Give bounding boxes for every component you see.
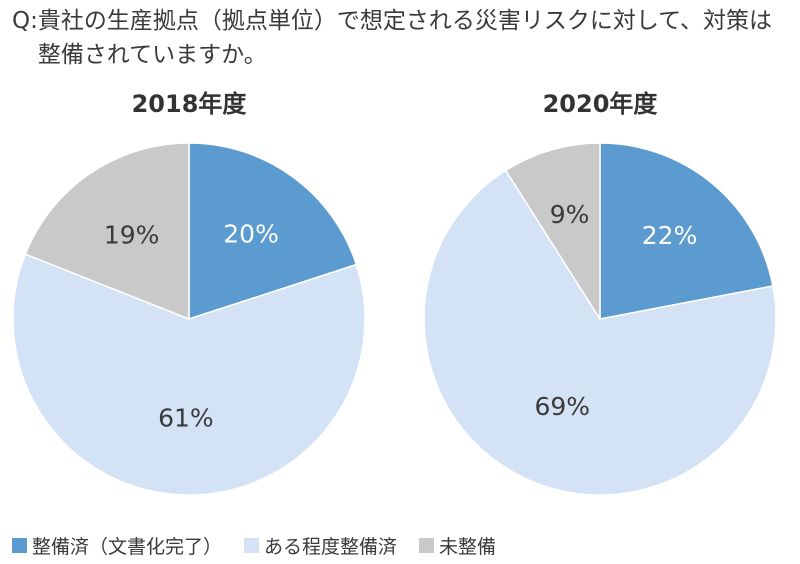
pie-title: 2018年度 xyxy=(132,90,248,118)
legend-item-none: 未整備 xyxy=(419,532,496,559)
pie-slice-partial xyxy=(12,253,366,496)
pie-label-partial: 61% xyxy=(158,404,214,433)
question-text: 貴社の生産拠点（拠点単位）で想定される災害リスクに対して、対策は整備されています… xyxy=(37,8,773,68)
legend-item-partial: ある程度整備済 xyxy=(244,532,397,559)
legend: 整備済（文書化完了） ある程度整備済 未整備 xyxy=(12,532,518,559)
pie-slice-none xyxy=(24,142,190,321)
pie-label-none: 19% xyxy=(104,221,160,250)
question: Q: 貴社の生産拠点（拠点単位）で想定される災害リスクに対して、対策は整備されて… xyxy=(12,4,778,72)
legend-label-none: 未整備 xyxy=(439,536,497,558)
pie-label-none: 9% xyxy=(550,200,590,229)
pie-label-partial: 69% xyxy=(534,392,590,421)
pie-chart-1: 2020年度 22% 69% 9% xyxy=(423,90,777,496)
pie-label-documented: 20% xyxy=(223,220,279,249)
legend-label-partial: ある程度整備済 xyxy=(264,536,398,558)
legend-swatch-documented xyxy=(12,538,27,553)
pie-slice-documented xyxy=(599,142,774,320)
pie-slice-none xyxy=(504,142,601,322)
pie-slice-documented xyxy=(188,142,358,321)
legend-label-documented: 整備済（文書化完了） xyxy=(32,536,223,558)
pie-slice-partial xyxy=(423,169,777,496)
pie-title: 2020年度 xyxy=(543,90,659,118)
legend-swatch-partial xyxy=(244,538,260,553)
legend-item-documented: 整備済（文書化完了） xyxy=(12,532,222,559)
question-prefix: Q: xyxy=(12,8,38,34)
pie-chart-0: 2018年度 20% 61% 19% xyxy=(12,90,366,496)
legend-swatch-none xyxy=(419,538,435,553)
pie-label-documented: 22% xyxy=(642,221,698,250)
pie-charts: 2018年度 20% 61% 19% 2020年度 22% 69% 9% xyxy=(12,90,777,496)
